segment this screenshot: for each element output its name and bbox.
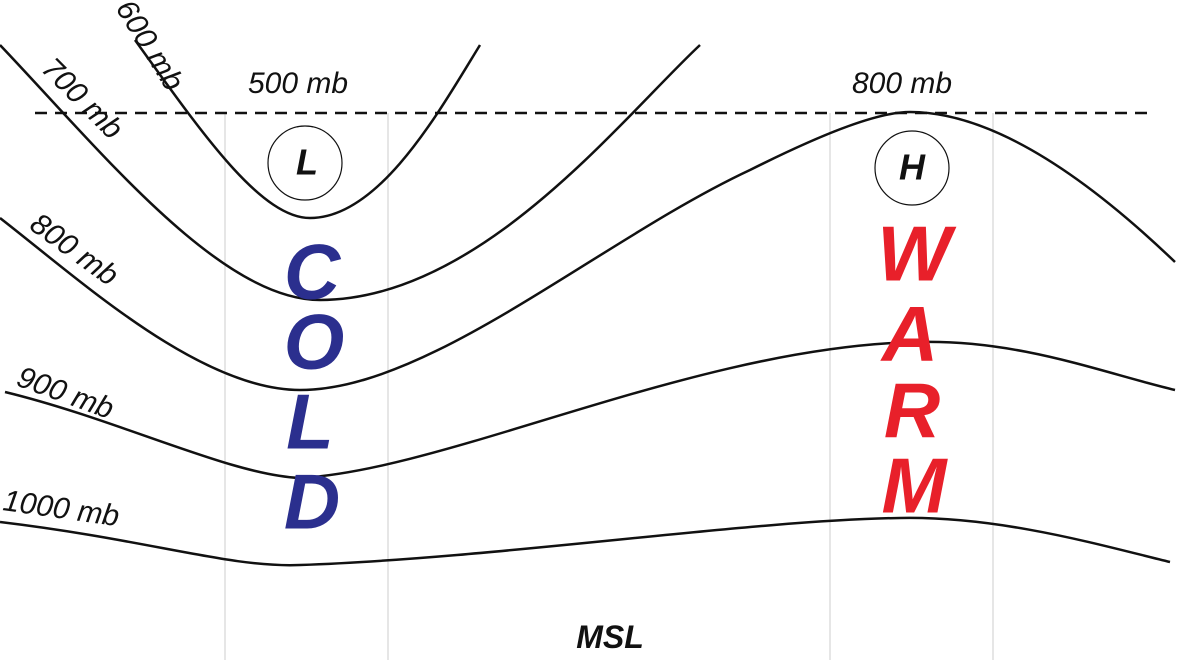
high-label: H bbox=[899, 147, 926, 188]
warm-letter: M bbox=[882, 442, 949, 530]
isobar-900 bbox=[4, 340, 1176, 480]
cold-letter: C bbox=[284, 228, 342, 316]
warm-letter: W bbox=[877, 210, 957, 298]
warm-letter: A bbox=[880, 290, 938, 378]
low-label: L bbox=[296, 142, 318, 183]
ground-label: MSL bbox=[576, 619, 644, 655]
isobar-800 bbox=[0, 110, 1176, 392]
cold-letter: L bbox=[286, 378, 334, 466]
isobar-label: 800 mb bbox=[852, 67, 952, 100]
isobar-600 bbox=[133, 39, 482, 220]
isobar-700 bbox=[0, 44, 701, 302]
low-circle bbox=[267, 125, 343, 201]
isobar-1000 bbox=[0, 516, 1171, 567]
cold-letter: D bbox=[284, 458, 340, 546]
isobar-label: 500 mb bbox=[248, 67, 348, 100]
warm-letter: R bbox=[884, 367, 940, 455]
high-circle bbox=[874, 130, 950, 206]
cold-letter: O bbox=[284, 298, 345, 386]
